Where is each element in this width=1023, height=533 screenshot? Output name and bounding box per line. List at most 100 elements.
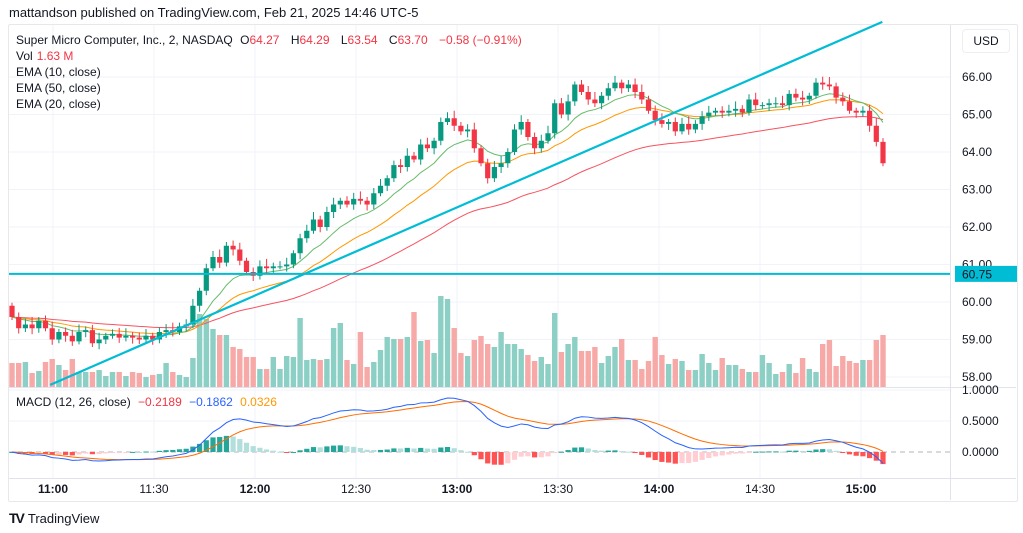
candle-body xyxy=(217,257,223,263)
currency-button[interactable]: USD xyxy=(962,29,1010,53)
time-axis-label: 13:30 xyxy=(543,482,573,496)
candle-body xyxy=(210,257,216,269)
macd-histogram-bar xyxy=(270,450,276,452)
volume-bar xyxy=(732,365,739,387)
volume-bar xyxy=(143,377,149,387)
candle xyxy=(310,212,317,234)
symbol-name[interactable]: Super Micro Computer, Inc., 2, NASDAQ xyxy=(16,33,233,47)
volume-bar xyxy=(552,313,558,387)
volume-bar xyxy=(672,359,678,387)
volume-bar xyxy=(632,360,638,387)
candle xyxy=(599,92,605,110)
candle xyxy=(532,132,538,155)
volume-bar xyxy=(833,366,839,387)
macd-histogram-bar xyxy=(779,451,786,453)
volume-bar xyxy=(846,361,853,387)
macd-histogram-bar xyxy=(840,452,846,453)
price-axis-label: 65.00 xyxy=(962,108,992,122)
macd-histogram-bar xyxy=(518,452,524,457)
volume-legend[interactable]: Vol 1.63 M xyxy=(16,49,74,63)
volume-bar xyxy=(9,363,15,387)
macd-histogram-bar xyxy=(411,448,417,452)
macd-line-value: −0.1862 xyxy=(189,395,233,409)
macd-histogram-bar xyxy=(813,449,819,452)
macd-histogram-bar xyxy=(250,446,256,452)
candle xyxy=(686,116,692,135)
candle xyxy=(585,86,591,105)
candle-body xyxy=(36,320,42,329)
candle-body xyxy=(130,335,136,338)
volume-bar xyxy=(478,336,484,387)
candle-body xyxy=(773,103,779,105)
candle xyxy=(478,145,484,167)
candle-body xyxy=(63,332,69,336)
macd-histogram-bar xyxy=(826,449,832,452)
candle-body xyxy=(290,253,296,265)
macd-histogram-bar xyxy=(304,448,310,452)
macd-histogram-bar xyxy=(806,450,812,452)
candle-body xyxy=(719,110,725,113)
ema20-legend[interactable]: EMA (20, close) xyxy=(16,97,101,111)
candle-body xyxy=(833,86,839,98)
time-axis-label: 14:30 xyxy=(745,482,775,496)
macd-histogram-bar xyxy=(183,448,189,452)
volume-bar xyxy=(203,319,209,387)
volume-bar xyxy=(330,328,337,387)
macd-histogram-bar xyxy=(310,447,317,452)
candle-body xyxy=(558,103,564,115)
candle xyxy=(746,94,752,116)
candle-body xyxy=(813,82,819,96)
candle-body xyxy=(163,330,169,332)
candle xyxy=(371,188,377,209)
candle-body xyxy=(398,165,404,167)
macd-histogram xyxy=(9,435,886,465)
macd-histogram-bar xyxy=(793,450,799,452)
volume-bar xyxy=(69,359,75,387)
candle-body xyxy=(880,141,886,164)
macd-histogram-bar xyxy=(726,452,732,455)
macd-histogram-bar xyxy=(431,448,437,452)
macd-histogram-bar xyxy=(398,448,404,452)
volume-bar xyxy=(371,362,377,387)
volume-bar xyxy=(619,339,625,387)
macd-histogram-bar xyxy=(666,452,672,463)
volume-bar xyxy=(612,347,618,387)
volume-bar xyxy=(103,376,109,387)
macd-histogram-bar xyxy=(532,452,538,458)
candle xyxy=(290,250,296,269)
candle xyxy=(284,257,290,272)
candle xyxy=(659,113,665,128)
volume-bar xyxy=(123,376,129,387)
candle xyxy=(411,152,417,163)
candle-body xyxy=(511,129,518,152)
candle xyxy=(733,101,739,117)
macd-histogram-bar xyxy=(76,452,82,455)
candle-body xyxy=(150,335,156,340)
macd-histogram-bar xyxy=(880,452,886,465)
macd-histogram-bar xyxy=(746,452,752,453)
candle-body xyxy=(612,82,618,89)
ema10-legend[interactable]: EMA (10, close) xyxy=(16,65,101,79)
macd-histogram-bar xyxy=(753,451,759,453)
volume-bar xyxy=(83,372,89,387)
candle-body xyxy=(659,120,665,124)
macd-legend[interactable]: MACD (12, 26, close) −0.2189 −0.1862 0.0… xyxy=(16,395,277,409)
tradingview-logo[interactable]: TV TradingView xyxy=(9,510,99,526)
candle xyxy=(592,92,598,107)
hline-price-tag xyxy=(955,265,1017,282)
candle xyxy=(619,79,625,94)
candle xyxy=(83,326,89,338)
candle xyxy=(471,122,477,153)
ema50-legend[interactable]: EMA (50, close) xyxy=(16,81,101,95)
macd-histogram-bar xyxy=(652,452,658,461)
candle xyxy=(69,329,75,346)
candle xyxy=(123,328,129,342)
volume-bar xyxy=(820,344,826,387)
macd-histogram-bar xyxy=(163,450,169,452)
macd-histogram-bar xyxy=(217,437,223,452)
volume-bar xyxy=(505,344,511,387)
candle xyxy=(458,122,464,136)
candle xyxy=(398,159,404,173)
candle-body xyxy=(96,339,102,344)
